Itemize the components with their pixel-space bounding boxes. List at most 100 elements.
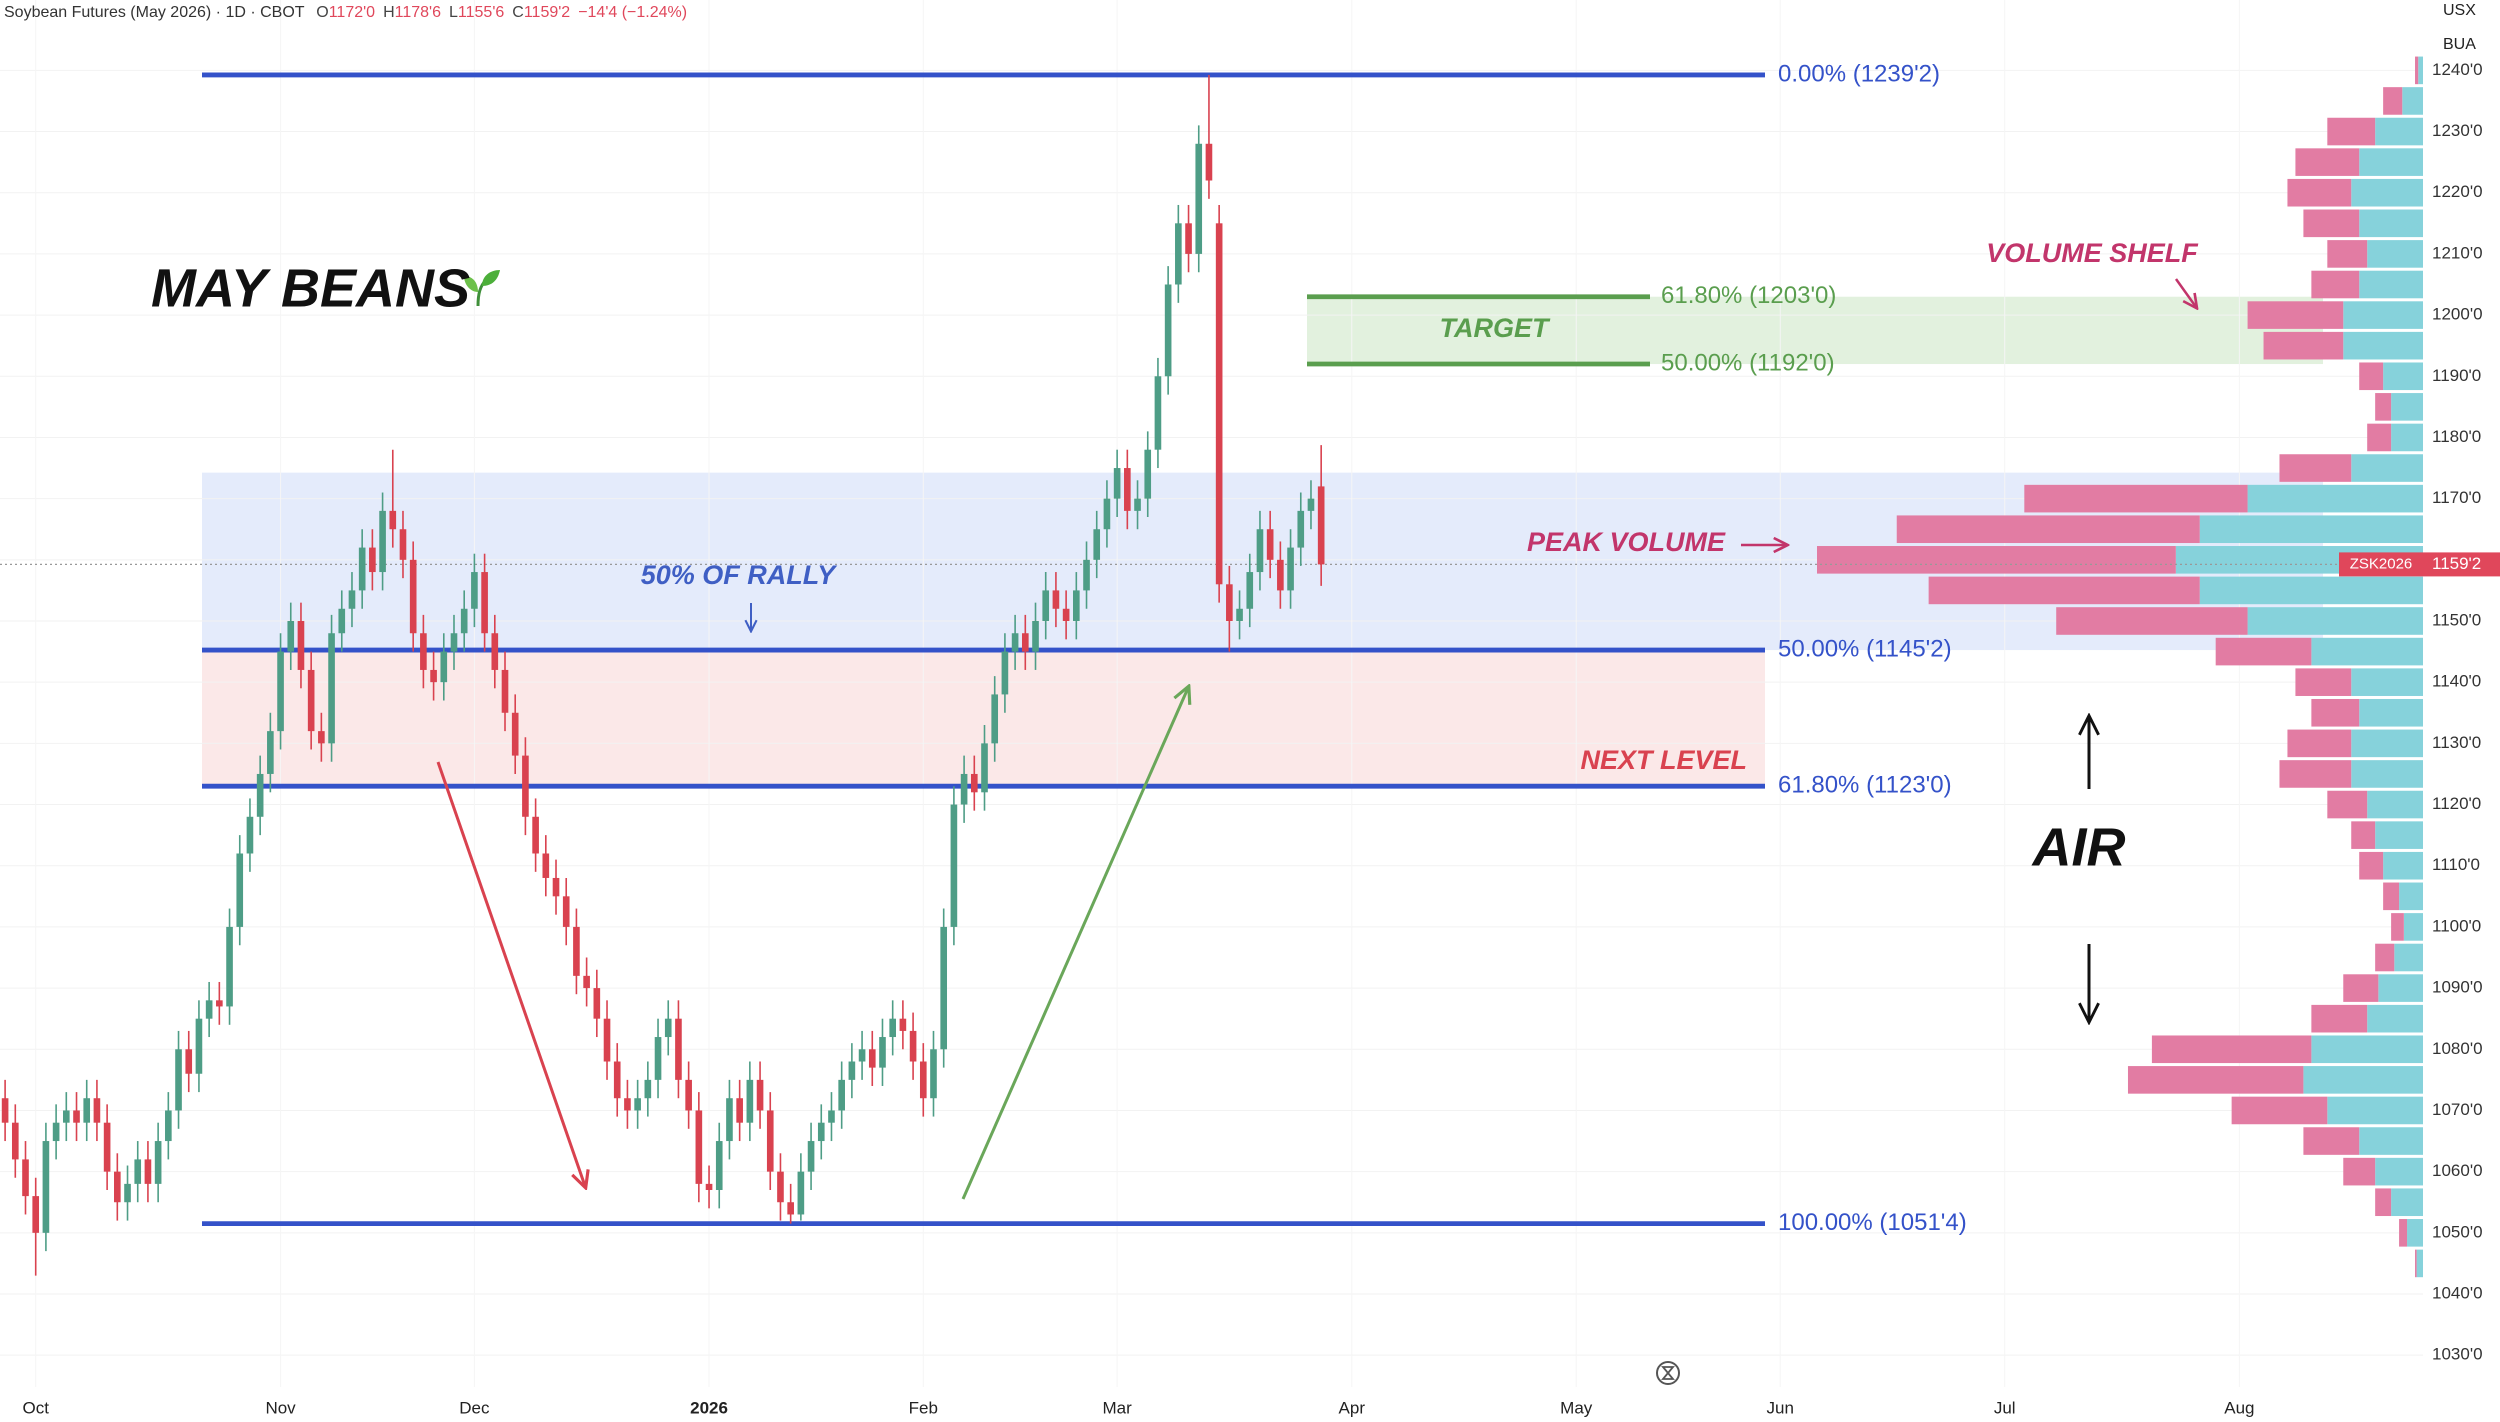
candle-body <box>62 1110 70 1123</box>
candle-body <box>1 1098 9 1123</box>
candle-body <box>1236 608 1243 621</box>
candle-body <box>144 1159 152 1184</box>
profile-up-bar <box>2416 1249 2423 1278</box>
annotations <box>436 270 2196 1385</box>
candle-body <box>124 1183 131 1203</box>
candle-body <box>1215 223 1223 585</box>
candle-body <box>226 926 233 1007</box>
profile-up-bar <box>2375 117 2423 146</box>
fib-label: 0.00% (1239'2) <box>1778 60 1940 87</box>
profile-up-bar <box>2375 1157 2423 1186</box>
candle-body <box>1256 529 1264 573</box>
candle-body <box>970 773 978 793</box>
y-tick-label: 1180'0 <box>2432 427 2481 446</box>
y-tick-label: 1220'0 <box>2432 182 2483 201</box>
x-tick-label: Jul <box>1994 1398 2016 1417</box>
candle-body <box>797 1171 805 1215</box>
candle-body <box>807 1141 815 1172</box>
candle-body <box>32 1196 40 1233</box>
profile-down-bar <box>1896 515 2200 544</box>
candle-body <box>246 816 254 854</box>
candle-body <box>73 1110 80 1123</box>
candle-body <box>1134 498 1141 511</box>
x-tick-label: 2026 <box>690 1398 728 1417</box>
x-tick-label: Nov <box>265 1398 296 1417</box>
candle-body <box>715 1141 723 1190</box>
x-tick-label: May <box>1560 1398 1593 1417</box>
x-tick-label: Dec <box>459 1398 490 1417</box>
candle-body <box>522 755 529 817</box>
target-label: 50.00% (1192'0) <box>1661 349 1835 376</box>
fib-label: 61.80% (1123'0) <box>1778 772 1952 799</box>
profile-up-bar <box>2359 209 2423 238</box>
candle-body <box>1011 633 1019 652</box>
candle-body <box>338 608 346 634</box>
candle-body <box>787 1202 794 1215</box>
candle-body <box>981 743 988 793</box>
candle-body <box>1073 590 1080 621</box>
candle-body <box>318 731 325 744</box>
candle-body <box>583 975 590 989</box>
candle-body <box>216 1000 223 1007</box>
profile-down-bar <box>2327 117 2376 146</box>
profile-up-bar <box>2311 637 2423 666</box>
candle-body <box>1266 529 1274 560</box>
candle-body <box>858 1049 866 1062</box>
profile-up-bar <box>2311 1035 2423 1064</box>
replay-icon <box>1656 1361 1680 1385</box>
y-tick-label: 1090'0 <box>2432 978 2483 997</box>
y-tick-label: 1230'0 <box>2432 121 2483 140</box>
candle-body <box>481 572 488 634</box>
profile-down-bar <box>2151 1035 2312 1064</box>
profile-up-bar <box>2394 943 2423 972</box>
profile-down-bar <box>1928 576 2200 605</box>
candle-body <box>930 1049 937 1099</box>
annotation-next: NEXT LEVEL <box>1580 745 1747 775</box>
y-tick-label: 1040'0 <box>2432 1283 2483 1302</box>
candle-body <box>1032 620 1039 652</box>
candle-body <box>654 1037 662 1080</box>
candle-body <box>624 1098 631 1111</box>
candle-body <box>165 1110 172 1142</box>
candle-body <box>1277 559 1284 591</box>
volume-profile <box>1817 56 2423 1278</box>
candle-body <box>1226 584 1233 621</box>
candle-body <box>511 712 519 756</box>
candle-body <box>1185 223 1192 254</box>
candle-body <box>420 633 427 670</box>
profile-up-bar <box>2367 1004 2423 1033</box>
profile-down-bar <box>2215 637 2312 666</box>
profile-down-bar <box>2391 913 2404 941</box>
candle-body <box>195 1018 203 1074</box>
candle-body <box>1021 633 1029 652</box>
y-tick-label: 1170'0 <box>2432 488 2481 507</box>
profile-down-bar <box>2287 178 2352 207</box>
candle-body <box>644 1079 652 1099</box>
y-tick-label: 1070'0 <box>2432 1100 2483 1119</box>
profile-up-bar <box>2343 301 2423 329</box>
profile-up-bar <box>2383 362 2423 391</box>
candle-body <box>1317 486 1325 565</box>
levels <box>0 72 2339 1227</box>
profile-down-bar <box>2327 240 2368 268</box>
shelf-arrow <box>2174 278 2196 307</box>
candle-body <box>11 1122 19 1160</box>
y-tick-label: 1200'0 <box>2432 305 2483 324</box>
profile-up-bar <box>2403 913 2423 941</box>
candle-body <box>1195 143 1203 254</box>
profile-down-bar <box>2343 1157 2376 1186</box>
profile-down-bar <box>2056 607 2248 635</box>
y-tick-label: 1080'0 <box>2432 1039 2483 1058</box>
candle-body <box>817 1122 825 1142</box>
candle-body <box>348 590 356 609</box>
profile-up-bar <box>2383 851 2423 880</box>
candle-body <box>42 1141 50 1233</box>
profile-up-bar <box>2391 393 2423 421</box>
target-label: 61.80% (1203'0) <box>1661 282 1836 309</box>
candle-body <box>1103 498 1111 530</box>
candle-body <box>1154 376 1162 450</box>
candle-body <box>154 1141 162 1184</box>
y-tick-label: 1110'0 <box>2432 855 2480 874</box>
candle-body <box>1246 572 1254 609</box>
profile-down-bar <box>2311 270 2360 299</box>
